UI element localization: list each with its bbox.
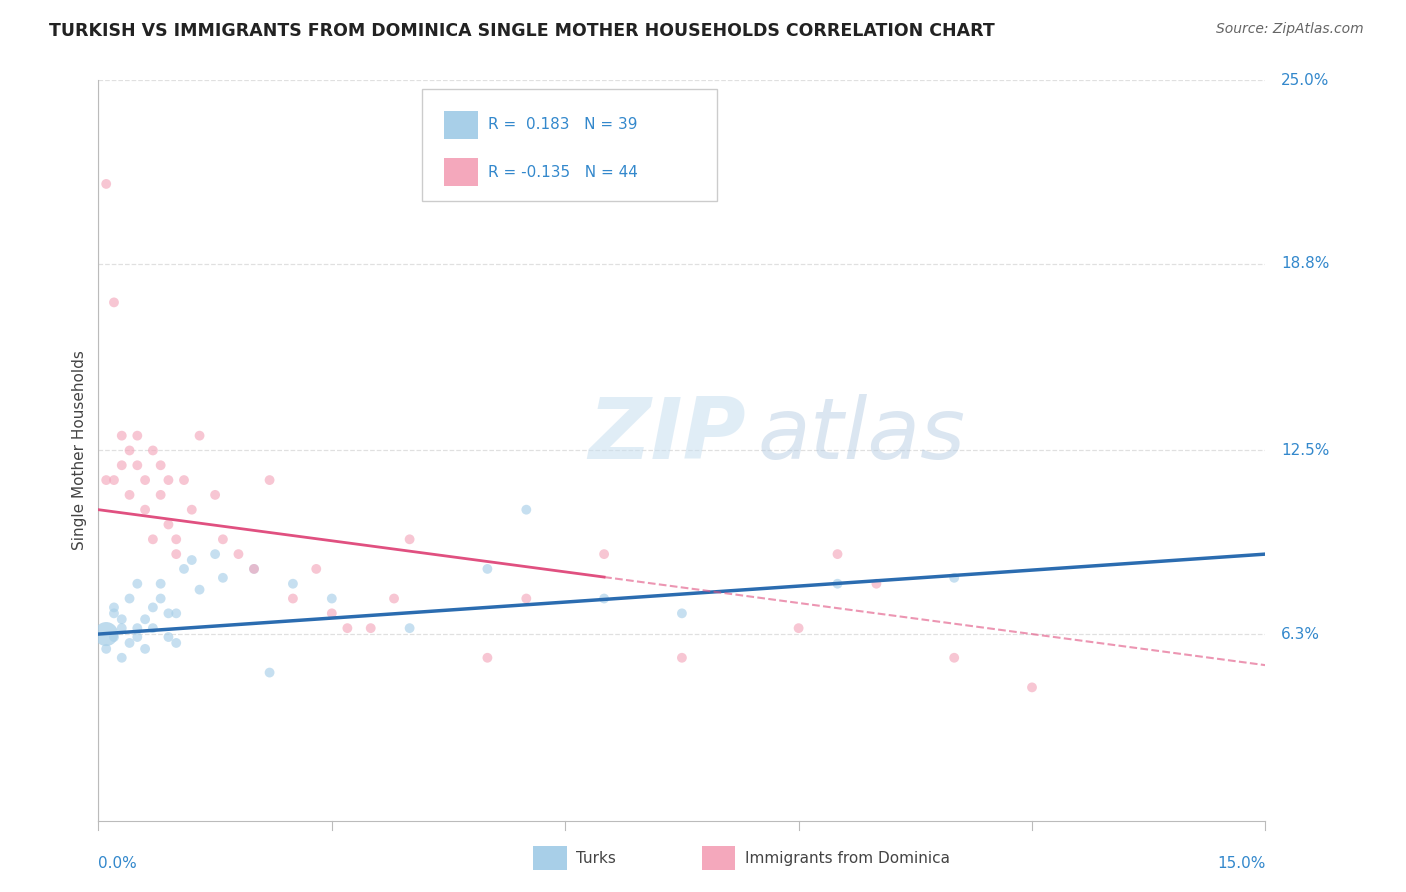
- Point: [593, 591, 616, 606]
- Point: [180, 502, 202, 516]
- Point: [165, 533, 187, 547]
- Point: [212, 571, 235, 585]
- Point: [321, 607, 343, 621]
- Point: [96, 177, 118, 191]
- Text: atlas: atlas: [758, 394, 966, 477]
- Point: [134, 612, 156, 626]
- Text: R =  0.183   N = 39: R = 0.183 N = 39: [488, 118, 637, 132]
- Point: [111, 650, 134, 665]
- Point: [943, 571, 966, 585]
- Point: [134, 473, 156, 487]
- Point: [127, 576, 149, 591]
- Point: [281, 576, 304, 591]
- Point: [96, 473, 118, 487]
- Point: [228, 547, 250, 561]
- Point: [111, 621, 134, 635]
- Point: [142, 621, 165, 635]
- Point: [96, 641, 118, 656]
- Point: [157, 473, 180, 487]
- Point: [382, 591, 405, 606]
- Point: [943, 650, 966, 665]
- Text: Turks: Turks: [576, 851, 616, 865]
- Point: [259, 665, 281, 680]
- Point: [360, 621, 382, 635]
- Point: [180, 553, 202, 567]
- Point: [515, 502, 537, 516]
- Point: [103, 473, 125, 487]
- Point: [134, 502, 156, 516]
- Point: [103, 295, 125, 310]
- Point: [103, 600, 125, 615]
- Point: [157, 607, 180, 621]
- Point: [865, 576, 887, 591]
- Point: [111, 612, 134, 626]
- Point: [477, 650, 499, 665]
- Point: [118, 488, 141, 502]
- Point: [127, 630, 149, 644]
- Point: [157, 630, 180, 644]
- Point: [243, 562, 266, 576]
- Point: [118, 636, 141, 650]
- Point: [127, 458, 149, 473]
- Point: [515, 591, 537, 606]
- Point: [212, 533, 235, 547]
- Point: [1021, 681, 1043, 695]
- Text: Source: ZipAtlas.com: Source: ZipAtlas.com: [1216, 22, 1364, 37]
- Point: [127, 621, 149, 635]
- Point: [477, 562, 499, 576]
- Point: [173, 473, 195, 487]
- Point: [243, 562, 266, 576]
- Point: [118, 443, 141, 458]
- Point: [336, 621, 359, 635]
- Text: 18.8%: 18.8%: [1281, 256, 1329, 271]
- Point: [103, 630, 125, 644]
- Point: [671, 650, 693, 665]
- Point: [149, 591, 172, 606]
- Point: [305, 562, 328, 576]
- Point: [281, 591, 304, 606]
- Y-axis label: Single Mother Households: Single Mother Households: [72, 351, 87, 550]
- Point: [787, 621, 810, 635]
- Point: [127, 428, 149, 442]
- Text: 15.0%: 15.0%: [1218, 856, 1265, 871]
- Point: [142, 600, 165, 615]
- Text: 12.5%: 12.5%: [1281, 443, 1329, 458]
- Point: [149, 458, 172, 473]
- Point: [149, 576, 172, 591]
- Point: [96, 627, 118, 641]
- Point: [188, 428, 211, 442]
- Text: Immigrants from Dominica: Immigrants from Dominica: [745, 851, 950, 865]
- Point: [149, 488, 172, 502]
- Point: [111, 428, 134, 442]
- Text: 6.3%: 6.3%: [1281, 626, 1320, 641]
- Text: ZIP: ZIP: [589, 394, 747, 477]
- Point: [165, 607, 187, 621]
- Text: 25.0%: 25.0%: [1281, 73, 1329, 87]
- Point: [165, 547, 187, 561]
- Point: [134, 641, 156, 656]
- Point: [398, 621, 420, 635]
- Point: [321, 591, 343, 606]
- Point: [259, 473, 281, 487]
- Point: [188, 582, 211, 597]
- Point: [142, 533, 165, 547]
- Point: [398, 533, 420, 547]
- Point: [165, 636, 187, 650]
- Point: [827, 547, 849, 561]
- Point: [118, 591, 141, 606]
- Point: [142, 443, 165, 458]
- Point: [204, 488, 226, 502]
- Point: [827, 576, 849, 591]
- Point: [671, 607, 693, 621]
- Point: [111, 458, 134, 473]
- Point: [103, 607, 125, 621]
- Text: TURKISH VS IMMIGRANTS FROM DOMINICA SINGLE MOTHER HOUSEHOLDS CORRELATION CHART: TURKISH VS IMMIGRANTS FROM DOMINICA SING…: [49, 22, 995, 40]
- Point: [173, 562, 195, 576]
- Text: R = -0.135   N = 44: R = -0.135 N = 44: [488, 165, 638, 179]
- Text: 0.0%: 0.0%: [98, 856, 138, 871]
- Point: [157, 517, 180, 532]
- Point: [204, 547, 226, 561]
- Point: [593, 547, 616, 561]
